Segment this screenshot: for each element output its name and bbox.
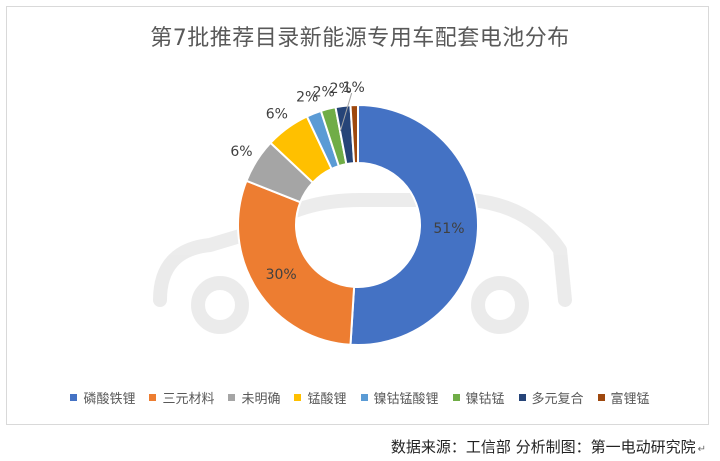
legend-label: 多元复合 (531, 392, 584, 407)
chart-frame (6, 6, 709, 425)
data-label-3: 6% (230, 144, 252, 160)
slice-8 (349, 103, 359, 165)
legend-label: 镍钴锰酸锂 (373, 392, 439, 407)
legend-swatch (518, 394, 526, 401)
legend-label: 锰酸锂 (307, 392, 347, 407)
source-note-text: 数据来源：工信部 分析制图：第一电动研究院 (390, 438, 696, 456)
data-label-6: 2% (313, 84, 335, 100)
chart-title: 第7批推荐目录新能源专用车配套电池分布 (150, 26, 570, 51)
legend-item-4: 锰酸锂 (294, 388, 347, 407)
legend-swatch (360, 394, 368, 401)
donut-slices (237, 103, 480, 346)
slice-1 (349, 103, 480, 346)
data-label-5: 2% (296, 90, 318, 106)
legend-swatch (70, 394, 78, 401)
data-label-2: 30% (266, 267, 297, 283)
legend-item-5: 镍钴锰酸锂 (360, 388, 439, 407)
legend-label: 富锂锰 (610, 392, 650, 407)
watermark-logo (153, 193, 572, 334)
data-label-1: 51% (433, 221, 464, 237)
legend-label: 三元材料 (162, 392, 215, 407)
data-labels: 51%30%6%6%2%2%2%1% (230, 80, 464, 283)
legend-swatch (294, 394, 302, 401)
legend-item-3: 未明确 (228, 388, 280, 407)
chart-legend: 磷酸铁锂 三元材料 未明确 锰酸锂 镍钴锰酸锂 镍钴锰 多元复合 富锂锰 (0, 388, 720, 407)
slice-2 (237, 179, 356, 346)
data-label-4: 6% (266, 106, 288, 122)
legend-item-1: 磷酸铁锂 (70, 388, 135, 407)
legend-label: 镍钴锰 (465, 392, 505, 407)
legend-label: 未明确 (241, 392, 281, 407)
legend-swatch (228, 394, 236, 401)
legend-swatch (149, 394, 157, 401)
data-label-7: 2% (330, 81, 352, 97)
source-note: 数据来源：工信部 分析制图：第一电动研究院 ↵ (391, 436, 706, 457)
return-mark-icon: ↵ (697, 444, 706, 455)
legend-swatch (597, 394, 605, 401)
legend-item-2: 三元材料 (149, 388, 214, 407)
legend-item-6: 镍钴锰 (452, 388, 505, 407)
legend-label: 磷酸铁锂 (83, 392, 136, 407)
legend-swatch (452, 394, 460, 401)
legend-item-7: 多元复合 (518, 388, 584, 407)
leader-line (339, 92, 353, 132)
data-label-8: 1% (343, 80, 365, 96)
legend-item-8: 富锂锰 (597, 388, 650, 407)
